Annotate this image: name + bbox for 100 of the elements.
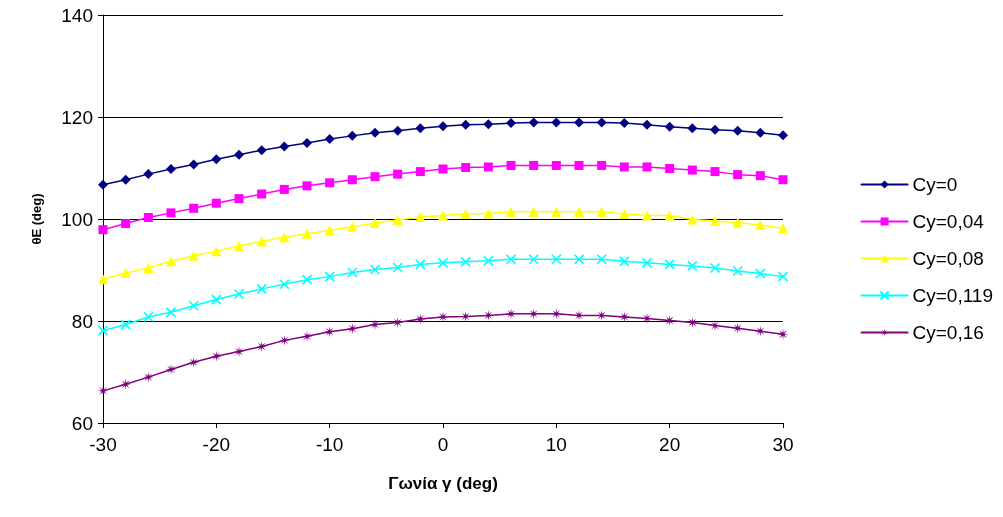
x-tick-label: -20 (202, 434, 231, 455)
point (551, 253, 562, 265)
point (392, 125, 403, 136)
point (188, 356, 200, 368)
point (505, 253, 517, 265)
point (370, 172, 380, 182)
point (665, 164, 675, 174)
point (483, 162, 493, 172)
point (687, 260, 698, 272)
point (302, 138, 312, 149)
point (210, 350, 222, 362)
point (528, 206, 539, 217)
point (325, 178, 335, 188)
point (143, 311, 154, 323)
point (777, 271, 789, 282)
point (483, 255, 494, 267)
point (528, 117, 539, 128)
y-tick-label: 140 (61, 4, 93, 26)
point (687, 123, 698, 134)
point (733, 170, 743, 180)
x-tick-label: 30 (772, 434, 794, 455)
point (392, 262, 403, 273)
point (370, 127, 380, 138)
point (460, 119, 471, 130)
y-axis-title: θE (deg) (29, 193, 44, 245)
point (460, 256, 471, 268)
point (574, 160, 584, 170)
point (438, 210, 448, 221)
point (143, 169, 154, 180)
point (710, 216, 720, 227)
point (551, 160, 561, 170)
point (98, 225, 108, 235)
point (506, 118, 516, 129)
point (234, 194, 244, 204)
legend-label: Cy=0,119 (912, 285, 993, 306)
point (709, 262, 721, 274)
legend-label: Cy=0,08 (912, 248, 984, 269)
point (392, 215, 403, 226)
point (211, 294, 222, 305)
point (460, 208, 471, 219)
y-tick-label: 60 (71, 412, 93, 434)
y-tick-label: 80 (71, 310, 93, 332)
point (278, 334, 290, 346)
point (301, 274, 313, 285)
point (143, 212, 153, 222)
point (346, 323, 358, 335)
point (98, 274, 108, 285)
x-tick-label: 20 (659, 434, 681, 455)
point (301, 330, 313, 342)
point (686, 317, 698, 329)
point (619, 256, 630, 267)
point (641, 257, 653, 269)
point (755, 268, 766, 279)
point (710, 124, 720, 135)
point (574, 206, 584, 217)
point (664, 210, 675, 221)
point (573, 253, 585, 265)
legend-label: Cy=0 (912, 174, 958, 195)
point (506, 160, 516, 170)
point (642, 162, 652, 172)
point (392, 317, 404, 329)
point (415, 259, 426, 270)
y-tick-label: 100 (61, 208, 93, 230)
legend-label: Cy=0,16 (912, 322, 984, 343)
x-tick-label: -30 (89, 434, 117, 455)
point (120, 319, 131, 330)
point (234, 241, 244, 252)
point (506, 206, 516, 217)
point (778, 175, 788, 185)
point (256, 145, 267, 156)
point (302, 181, 312, 191)
point (256, 236, 267, 247)
point (664, 259, 675, 270)
point (279, 184, 289, 194)
point (619, 118, 630, 129)
point (574, 117, 584, 128)
point (347, 267, 358, 278)
point (438, 164, 448, 174)
point (642, 210, 652, 221)
point (256, 283, 267, 295)
point (188, 300, 199, 311)
point (120, 378, 132, 390)
point (461, 162, 471, 172)
point (188, 250, 199, 261)
y-tick-label: 120 (61, 106, 93, 128)
point (415, 167, 425, 177)
point (732, 265, 743, 277)
point (324, 225, 335, 236)
point (257, 189, 267, 199)
point (596, 253, 607, 265)
point (732, 322, 744, 334)
point (528, 253, 539, 265)
point (279, 278, 290, 290)
point (211, 198, 221, 208)
point (347, 221, 358, 232)
point (120, 174, 131, 185)
point (732, 217, 743, 228)
point (777, 328, 789, 340)
point (256, 341, 268, 352)
point (233, 288, 245, 300)
